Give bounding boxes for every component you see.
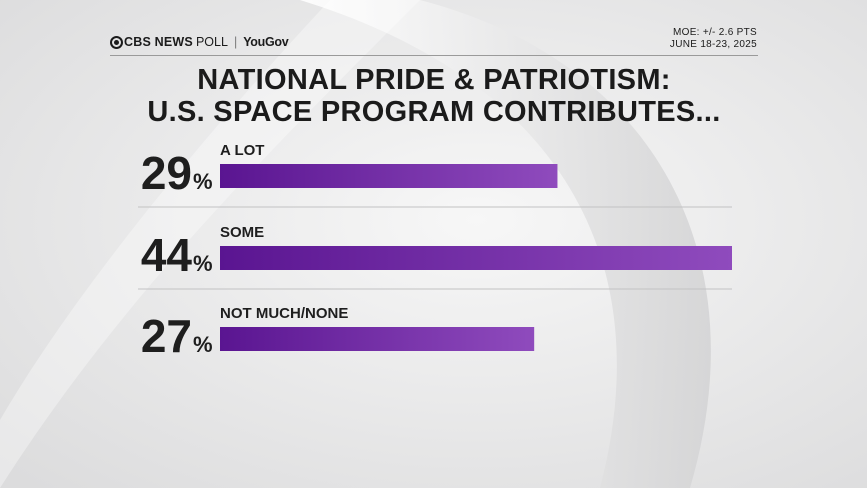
chart-title-line-2: U.S. SPACE PROGRAM CONTRIBUTES...	[147, 96, 721, 128]
percent-sign: %	[193, 251, 213, 276]
brand-lockup: CBS NEWS POLL | YouGov	[110, 34, 289, 50]
bar	[220, 246, 732, 270]
brand-name: CBS NEWS	[124, 35, 193, 49]
poll-meta: MOE: +/- 2.6 PTS JUNE 18-23, 2025	[670, 27, 757, 51]
cbs-eye-icon	[110, 35, 123, 49]
value-label: 27	[141, 310, 192, 362]
value-label: 44	[141, 229, 193, 281]
partner-logo: YouGov	[243, 35, 289, 49]
bar	[220, 327, 535, 351]
percent-sign: %	[193, 332, 213, 357]
header-divider	[110, 55, 758, 56]
category-label: NOT MUCH/NONE	[220, 305, 348, 322]
brand-poll: POLL	[195, 35, 228, 49]
bar	[220, 164, 558, 188]
category-label: SOME	[220, 224, 264, 241]
category-label: A LOT	[220, 142, 264, 159]
percent-sign: %	[193, 169, 213, 194]
poll-dates: JUNE 18-23, 2025	[669, 39, 757, 50]
chart-title-line-1: NATIONAL PRIDE & PATRIOTISM:	[197, 64, 671, 96]
margin-of-error: MOE: +/- 2.6 PTS	[673, 27, 757, 38]
value-label: 29	[141, 147, 192, 199]
brand-separator: |	[233, 35, 238, 49]
